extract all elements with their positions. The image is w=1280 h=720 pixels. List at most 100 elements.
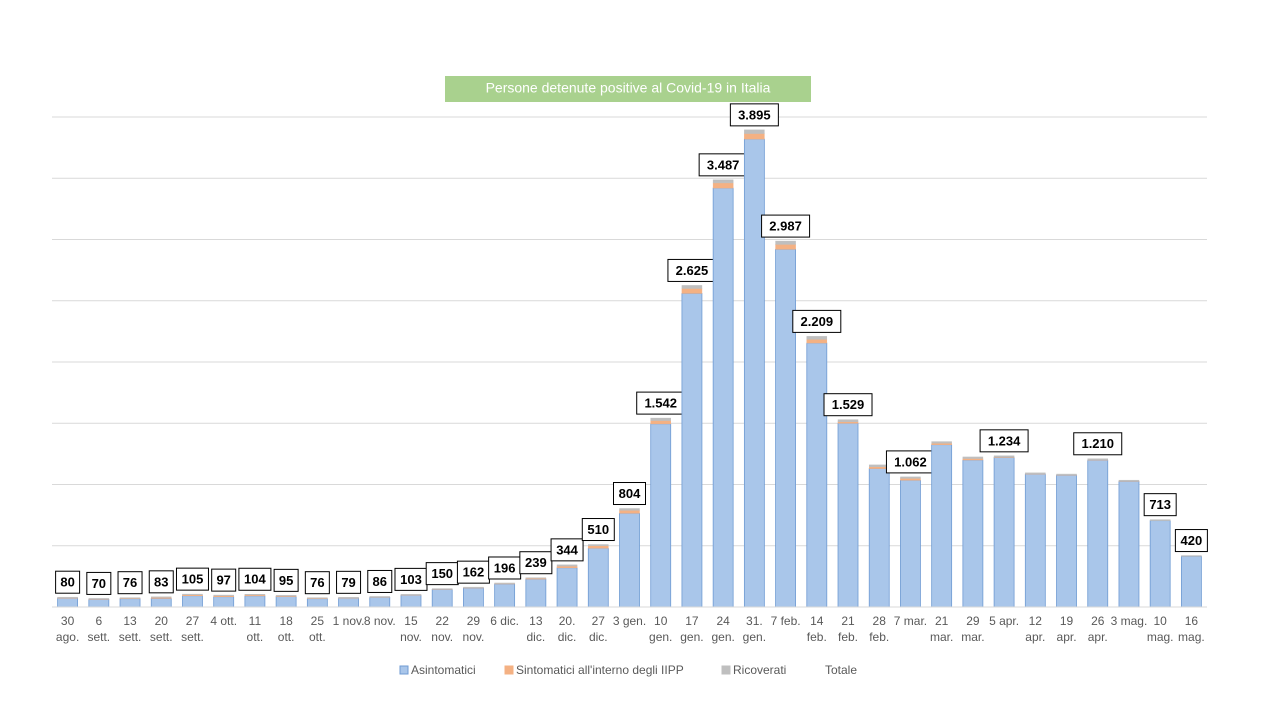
x-tick-line: gen. (680, 630, 703, 644)
bar-segment (868, 468, 890, 608)
x-tick-line: 12 (1029, 614, 1043, 628)
total-label-box (238, 567, 272, 591)
bar-segment (962, 456, 984, 459)
x-tick-line: 27 (186, 614, 200, 628)
x-tick-label: 25 ott. (309, 614, 326, 644)
x-tick-line: 29 (467, 614, 481, 628)
bar-segment (931, 444, 953, 608)
bar-segment (1087, 459, 1109, 608)
x-tick-line: nov. (400, 630, 422, 644)
bar-segment (213, 594, 234, 596)
x-tick-line: 21 (935, 614, 949, 628)
x-tick-line: dic. (527, 630, 546, 644)
x-tick-label: 11 ott. (247, 614, 264, 644)
x-tick-line: gen. (711, 630, 734, 644)
bar-segment (837, 422, 859, 608)
x-tick-line: apr. (1025, 630, 1045, 644)
total-label-box (761, 214, 811, 238)
x-tick-line: mar. (961, 630, 984, 644)
bar-segment (1056, 473, 1077, 476)
x-tick-line: ott. (247, 630, 264, 644)
x-tick-line: 20 (155, 614, 169, 628)
total-label-box (367, 569, 393, 593)
bar-segment (775, 248, 796, 608)
total-label: 1.234 (988, 433, 1021, 448)
bar-segment (119, 597, 141, 599)
legend-label: Ricoverati (733, 663, 786, 677)
bar-segment (182, 593, 203, 596)
bar-segment (931, 441, 952, 444)
bar-segment (400, 594, 422, 608)
bar-segment (775, 240, 796, 245)
bar-segment (962, 459, 984, 608)
x-tick-label: 31. gen. (743, 614, 766, 644)
total-label: 239 (525, 555, 547, 570)
legend-swatch (504, 665, 514, 675)
bar-segment (275, 596, 297, 608)
x-tick-label: 21 mar. (930, 614, 953, 644)
total-label: 2.209 (801, 314, 834, 329)
bar-segment (525, 578, 547, 608)
total-label: 1.062 (894, 454, 927, 469)
x-tick-line: dic. (589, 630, 608, 644)
x-tick-label: 3 mag. (1111, 614, 1148, 628)
total-label-box (1143, 493, 1177, 517)
total-label-box (336, 570, 362, 594)
x-tick-label: 29 mar. (961, 614, 984, 644)
total-label: 76 (123, 575, 137, 590)
x-tick-line: apr. (1088, 630, 1108, 644)
bar-segment (1024, 473, 1046, 608)
x-tick-line: 31. (746, 614, 763, 628)
x-tick-label: 14 feb. (807, 614, 827, 644)
x-tick-label: 29 nov. (463, 614, 485, 644)
x-tick-label: 19 apr. (1057, 614, 1077, 644)
bar-segment (712, 179, 734, 184)
bar-segment (743, 138, 765, 608)
total-label: 3.487 (707, 157, 740, 172)
x-tick-line: feb. (807, 630, 827, 644)
x-tick-label: 3 gen. (613, 614, 646, 628)
x-tick-line: ott. (309, 630, 326, 644)
total-label-box (550, 538, 584, 562)
bar-segment (744, 129, 765, 134)
legend-label: Asintomatici (411, 663, 476, 677)
total-label: 97 (216, 573, 230, 588)
total-label: 70 (92, 576, 106, 591)
bar-segment (463, 587, 484, 608)
x-tick-label: 27 dic. (589, 614, 608, 644)
x-tick-line: 30 (61, 614, 75, 628)
bar-segment (1180, 556, 1202, 608)
x-tick-label: 27 sett. (181, 614, 204, 644)
x-tick-line: 13 (123, 614, 137, 628)
x-tick-line: 19 (1060, 614, 1074, 628)
legend-swatch (721, 665, 731, 675)
total-label: 196 (494, 560, 516, 575)
x-tick-line: nov. (431, 630, 453, 644)
x-tick-line: ott. (278, 630, 295, 644)
total-label: 76 (310, 575, 324, 590)
bar-segment (338, 597, 359, 599)
total-label: 103 (400, 572, 422, 587)
x-tick-label: 30 ago. (56, 614, 79, 644)
bar-segment (806, 339, 828, 344)
total-label: 104 (244, 572, 266, 587)
total-label: 713 (1149, 497, 1171, 512)
bar-segment (88, 598, 110, 600)
bar-segment (993, 455, 1015, 458)
total-label-box (729, 103, 779, 127)
x-tick-line: 20. (559, 614, 576, 628)
total-label: 344 (556, 542, 578, 557)
x-tick-line: 11 (249, 614, 262, 628)
bar-segment (712, 187, 734, 608)
x-tick-label: 28 feb. (869, 614, 889, 644)
x-tick-label: 13 dic. (527, 614, 546, 644)
x-tick-line: sett. (119, 630, 142, 644)
x-tick-line: sett. (181, 630, 204, 644)
bar-segment (650, 417, 671, 421)
total-label-box (55, 570, 81, 594)
bar-segment (307, 597, 328, 599)
bar-segment (681, 288, 703, 294)
total-label-box (581, 518, 615, 542)
total-label-box (613, 482, 646, 506)
x-tick-line: apr. (1057, 630, 1077, 644)
